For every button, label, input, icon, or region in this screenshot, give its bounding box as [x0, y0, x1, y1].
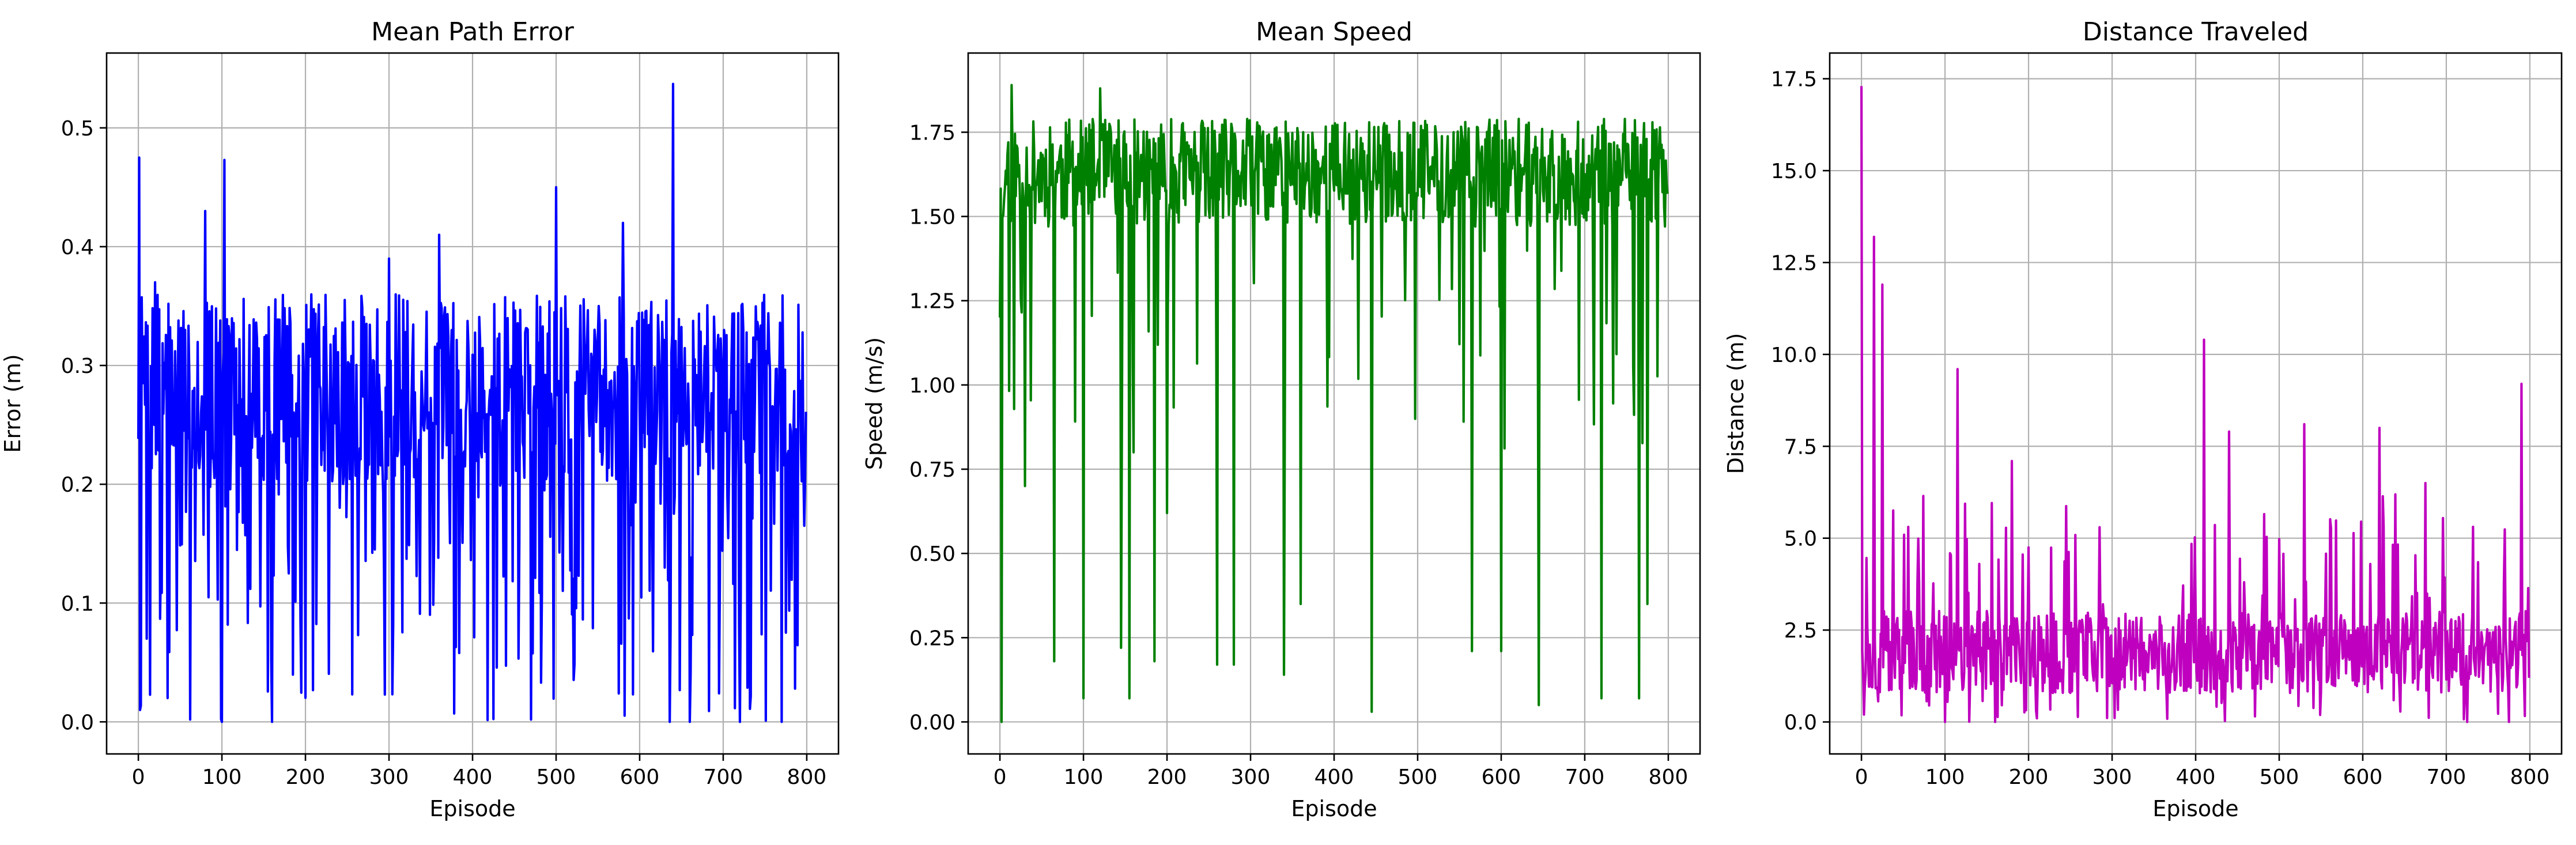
x-tick-label: 500	[537, 765, 576, 789]
y-tick-label: 1.50	[909, 206, 955, 229]
x-tick-label: 300	[2092, 765, 2132, 789]
chart-title: Mean Path Error	[371, 17, 575, 47]
y-tick-label: 0.25	[909, 627, 955, 650]
subplot-1: 0 100 200 300 400 500 600 700 800 0.0 0.1 0.2 0.3 0.4…	[0, 17, 840, 821]
y-tick-label: 0.0	[61, 711, 94, 734]
x-tick-label: 700	[704, 765, 743, 789]
x-tick-label: 700	[1565, 765, 1605, 789]
y-axis-label: Error (m)	[0, 354, 25, 452]
x-tick-label: 400	[453, 765, 493, 789]
y-tick-label: 1.25	[909, 290, 955, 314]
x-tick-label: 400	[2176, 765, 2216, 789]
x-tick-label: 700	[2427, 765, 2467, 789]
y-tick-label: 0.1	[61, 592, 94, 616]
x-tick-label: 0	[1855, 765, 1868, 789]
x-tick-label: 600	[1482, 765, 1521, 789]
x-tick-label: 800	[787, 765, 827, 789]
y-tick-label: 17.5	[1771, 68, 1817, 92]
x-tick-label: 100	[1925, 765, 1965, 789]
y-tick-label: 0.50	[909, 542, 955, 566]
series-line	[1860, 86, 2530, 723]
x-tick-label: 100	[1064, 765, 1104, 789]
x-tick-label: 0	[132, 765, 145, 789]
y-tick-label: 12.5	[1771, 251, 1817, 275]
x-axis-label: Episode	[2152, 796, 2238, 821]
y-tick-label: 0.5	[61, 117, 94, 141]
y-tick-label: 10.0	[1771, 344, 1817, 367]
y-tick-label: 0.00	[909, 711, 955, 734]
y-tick-label: 5.0	[1784, 527, 1817, 551]
chart-title: Distance Traveled	[2083, 17, 2309, 47]
x-tick-label: 600	[620, 765, 660, 789]
y-tick-label: 1.75	[909, 121, 955, 145]
x-tick-label: 200	[2009, 765, 2049, 789]
y-tick-label: 0.4	[61, 236, 94, 259]
subplot-3: 0 100 200 300 400 500 600 700 800 0.0 2.5 5.0 7.5 10.…	[1723, 17, 2563, 821]
x-tick-label: 200	[286, 765, 326, 789]
x-axis-label: Episode	[429, 796, 515, 821]
y-axis-label: Distance (m)	[1723, 333, 1748, 474]
y-tick-label: 1.00	[909, 374, 955, 398]
x-tick-label: 500	[1398, 765, 1438, 789]
y-tick-label: 7.5	[1784, 435, 1817, 459]
x-tick-label: 800	[1649, 765, 1689, 789]
y-tick-label: 15.0	[1771, 160, 1817, 183]
chart-title: Mean Speed	[1256, 17, 1412, 47]
x-tick-label: 0	[994, 765, 1007, 789]
y-tick-label: 0.3	[61, 354, 94, 378]
y-axis-label: Speed (m/s)	[862, 337, 887, 470]
y-tick-label: 0.2	[61, 473, 94, 497]
x-tick-label: 200	[1147, 765, 1187, 789]
y-tick-label: 0.0	[1784, 711, 1817, 735]
x-tick-label: 100	[202, 765, 242, 789]
y-tick-label: 2.5	[1784, 619, 1817, 643]
x-tick-label: 300	[369, 765, 409, 789]
x-tick-label: 300	[1231, 765, 1271, 789]
x-tick-label: 800	[2510, 765, 2550, 789]
series-line	[998, 84, 1669, 723]
x-tick-label: 600	[2343, 765, 2383, 789]
subplot-2: 0 100 200 300 400 500 600 700 800 0.00 0.25 0.50 0.7…	[862, 17, 1701, 821]
y-tick-label: 0.75	[909, 458, 955, 482]
x-tick-label: 500	[2260, 765, 2299, 789]
x-axis-label: Episode	[1291, 796, 1377, 821]
series-line	[137, 82, 807, 723]
x-tick-label: 400	[1315, 765, 1354, 789]
